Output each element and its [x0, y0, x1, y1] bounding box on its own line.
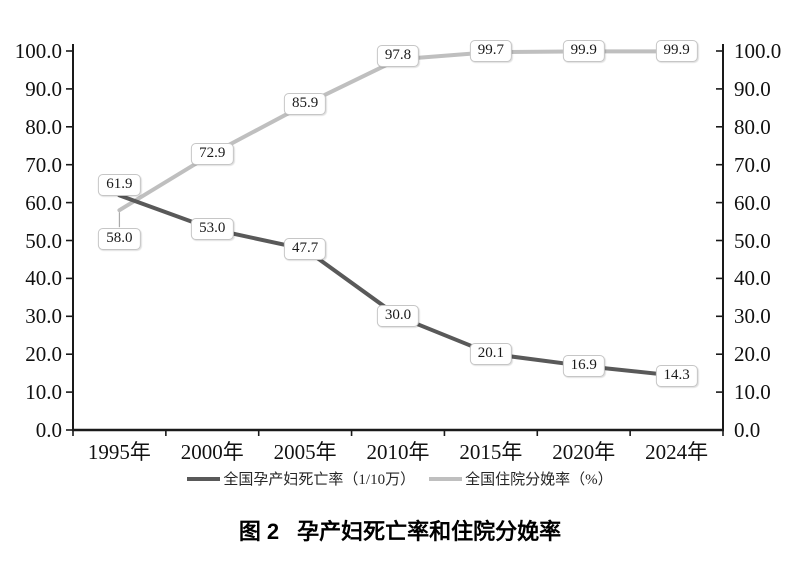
legend-label-maternal-mortality: 全国孕产妇死亡率（1/10万）	[223, 472, 416, 488]
chart-legend: 全国孕产妇死亡率（1/10万） 全国住院分娩率（%）	[0, 468, 800, 489]
series-line-1	[117, 49, 679, 213]
series-line-0	[117, 193, 679, 378]
figure-caption-title: 孕产妇死亡率和住院分娩率	[297, 519, 562, 544]
figure-caption-number: 图 2	[238, 519, 280, 544]
figure-caption: 图 2 孕产妇死亡率和住院分娩率	[0, 514, 800, 546]
legend-line-swatch-hospital-delivery-icon	[429, 476, 463, 481]
legend-item-hospital-delivery: 全国住院分娩率（%）	[429, 468, 613, 489]
legend-line-swatch-maternal-mortality-icon	[187, 476, 221, 481]
legend-item-maternal-mortality: 全国孕产妇死亡率（1/10万）	[187, 468, 415, 489]
legend-label-hospital-delivery: 全国住院分娩率（%）	[465, 472, 613, 488]
